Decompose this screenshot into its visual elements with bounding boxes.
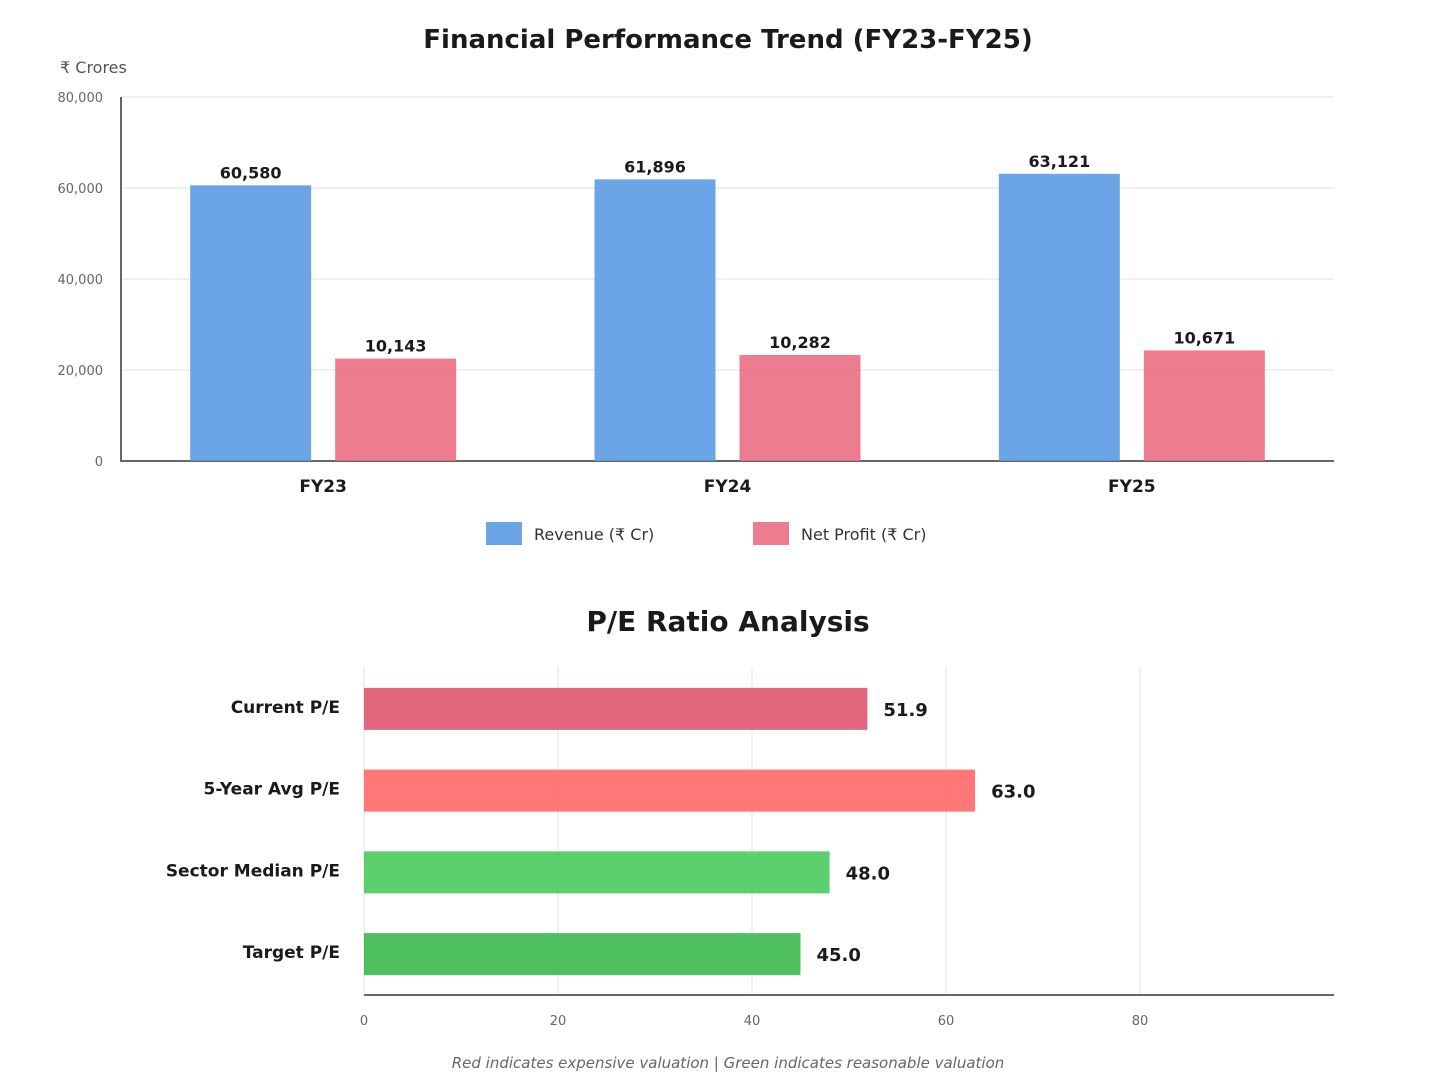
- legend-swatch-revenue: [486, 522, 522, 545]
- data-label: 10,282: [769, 333, 831, 352]
- pe-ratio-chart: P/E Ratio Analysis 0 20 40 60 80 51.9 Current P…: [166, 605, 1334, 1072]
- bar-net-profit-fy23: [335, 358, 457, 461]
- chart-title: P/E Ratio Analysis: [586, 605, 869, 638]
- bar-revenue-fy23: [190, 185, 312, 461]
- data-label: 51.9: [883, 700, 927, 721]
- y-tick-label: 80,000: [58, 91, 104, 106]
- bar-revenue-fy24: [594, 179, 716, 461]
- y-tick-label: 20,000: [58, 364, 104, 379]
- x-tick-label: 40: [744, 1014, 761, 1029]
- legend-label: Net Profit (₹ Cr): [801, 525, 927, 544]
- x-tick-label: 60: [938, 1014, 955, 1029]
- data-label: 61,896: [624, 157, 686, 176]
- bar-revenue-fy25: [998, 173, 1120, 462]
- data-label: 48.0: [846, 863, 890, 884]
- y-category-label: Target P/E: [243, 943, 340, 963]
- financial-performance-chart: Financial Performance Trend (FY23-FY25) ₹…: [58, 25, 1334, 545]
- data-label: 45.0: [817, 945, 861, 966]
- x-tick-label: 80: [1132, 1014, 1149, 1029]
- x-category-label: FY23: [299, 477, 347, 497]
- x-tick-label: 0: [360, 1014, 368, 1029]
- x-category-label: FY25: [1108, 477, 1156, 497]
- y-category-label: Current P/E: [231, 698, 340, 718]
- data-label: 63.0: [991, 782, 1035, 803]
- y-tick-label: 0: [95, 455, 103, 470]
- data-label: 60,580: [220, 163, 282, 182]
- y-category-label: 5-Year Avg P/E: [204, 780, 340, 800]
- data-label: 63,121: [1028, 152, 1090, 171]
- y-tick-label: 60,000: [58, 182, 104, 197]
- legend-label: Revenue (₹ Cr): [534, 525, 654, 544]
- chart-title: Financial Performance Trend (FY23-FY25): [423, 25, 1032, 55]
- bar-target-p-e: [364, 933, 801, 976]
- x-tick-label: 20: [550, 1014, 567, 1029]
- bar-current-p-e: [364, 687, 868, 730]
- bar-net-profit-fy25: [1143, 350, 1265, 461]
- chart-caption: Red indicates expensive valuation | Gree…: [452, 1054, 1005, 1072]
- x-category-label: FY24: [704, 477, 752, 497]
- bar-net-profit-fy24: [739, 354, 861, 461]
- y-axis-label: ₹ Crores: [60, 58, 127, 77]
- data-label: 10,143: [365, 337, 427, 356]
- bar-5-year-avg-p-e: [364, 769, 976, 812]
- y-tick-label: 40,000: [58, 273, 104, 288]
- bar-sector-median-p-e: [364, 851, 830, 894]
- data-label: 10,671: [1173, 328, 1235, 347]
- legend-swatch-net-profit: [753, 522, 789, 545]
- y-category-label: Sector Median P/E: [166, 861, 340, 881]
